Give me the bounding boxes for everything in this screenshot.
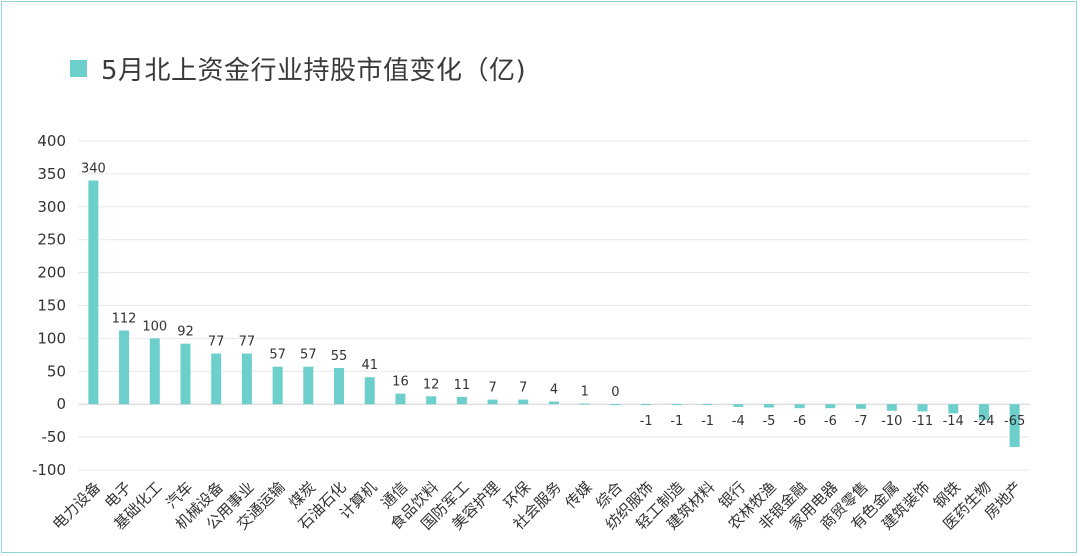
bar — [702, 404, 713, 406]
bar — [426, 396, 437, 405]
y-tick-label: 300 — [37, 198, 66, 216]
data-label: 57 — [269, 348, 286, 363]
bar — [119, 330, 130, 405]
bar — [272, 366, 283, 405]
y-tick-label: 250 — [37, 231, 66, 249]
bar — [241, 353, 252, 405]
bar — [856, 404, 867, 409]
data-label: 1 — [581, 385, 589, 400]
bar — [149, 338, 160, 405]
bar — [180, 343, 191, 405]
bar — [641, 404, 652, 406]
bar — [733, 404, 744, 407]
data-label: 41 — [361, 358, 378, 373]
data-label: -1 — [701, 414, 714, 429]
bar — [549, 401, 559, 405]
data-label: 16 — [392, 375, 409, 390]
y-tick-label: 200 — [37, 264, 66, 282]
bar — [364, 377, 375, 405]
chart-title: 5月北上资金行业持股市值变化（亿) — [101, 55, 527, 86]
bar — [886, 404, 897, 411]
data-label: 100 — [142, 319, 167, 334]
data-label: 7 — [488, 381, 496, 396]
bar — [456, 396, 467, 405]
bar — [763, 404, 774, 408]
bar — [395, 393, 406, 405]
data-label: -65 — [1004, 414, 1025, 429]
bar — [487, 399, 498, 405]
bar — [948, 404, 959, 414]
data-label: 77 — [208, 335, 225, 350]
chart-title-area: 5月北上资金行业持股市值变化（亿) — [70, 46, 526, 90]
y-tick-label: 50 — [47, 362, 66, 380]
bar — [211, 353, 222, 405]
data-label: 92 — [177, 325, 194, 340]
bar — [1009, 404, 1020, 447]
x-axis: 电力设备电子基础化工汽车机械设备公用事业交通运输煤炭石油石化计算机通信食品饮料国… — [49, 478, 1025, 533]
data-label: 57 — [300, 348, 317, 363]
x-tick-label: 传媒 — [562, 478, 596, 512]
bar — [610, 404, 621, 406]
legend-swatch — [70, 59, 87, 77]
data-label: 77 — [239, 335, 256, 350]
data-label: -5 — [762, 414, 775, 429]
y-tick-label: 0 — [56, 395, 66, 413]
bar — [978, 404, 989, 420]
y-tick-label: 400 — [37, 132, 66, 150]
data-label: 4 — [550, 383, 558, 398]
bar — [518, 399, 529, 405]
data-label: -11 — [912, 414, 933, 429]
bar — [794, 404, 805, 409]
data-label: -6 — [824, 414, 837, 429]
y-tick-label: 150 — [37, 297, 66, 315]
data-label: 340 — [81, 161, 106, 176]
data-label: 0 — [611, 385, 619, 400]
data-label: -4 — [732, 414, 745, 429]
bars — [88, 180, 1020, 447]
y-tick-label: 100 — [37, 329, 66, 347]
data-label: 112 — [112, 312, 137, 327]
y-axis: 400 350 300 250 200 150 100 50 0 -50 -100 — [32, 132, 66, 479]
data-label: 11 — [454, 378, 471, 393]
y-tick-label: -50 — [42, 428, 67, 446]
y-tick-label: -100 — [32, 461, 66, 479]
bar — [825, 404, 836, 409]
data-label: -1 — [640, 414, 653, 429]
bar — [671, 404, 682, 406]
data-label: -24 — [973, 414, 994, 429]
bar — [334, 368, 345, 405]
data-label: 55 — [331, 349, 348, 364]
data-label: 7 — [519, 381, 527, 396]
bar — [88, 180, 99, 405]
gridlines — [78, 140, 1030, 471]
x-tick-label: 电力设备 — [49, 478, 104, 533]
bar — [303, 366, 314, 405]
data-label: 12 — [423, 377, 440, 392]
data-label: -14 — [943, 414, 964, 429]
bar — [579, 403, 590, 405]
data-label: -1 — [670, 414, 683, 429]
data-label: -6 — [793, 414, 806, 429]
bar — [917, 404, 928, 412]
y-tick-label: 350 — [37, 165, 66, 183]
data-label: -10 — [881, 414, 902, 429]
data-label: -7 — [855, 414, 868, 429]
